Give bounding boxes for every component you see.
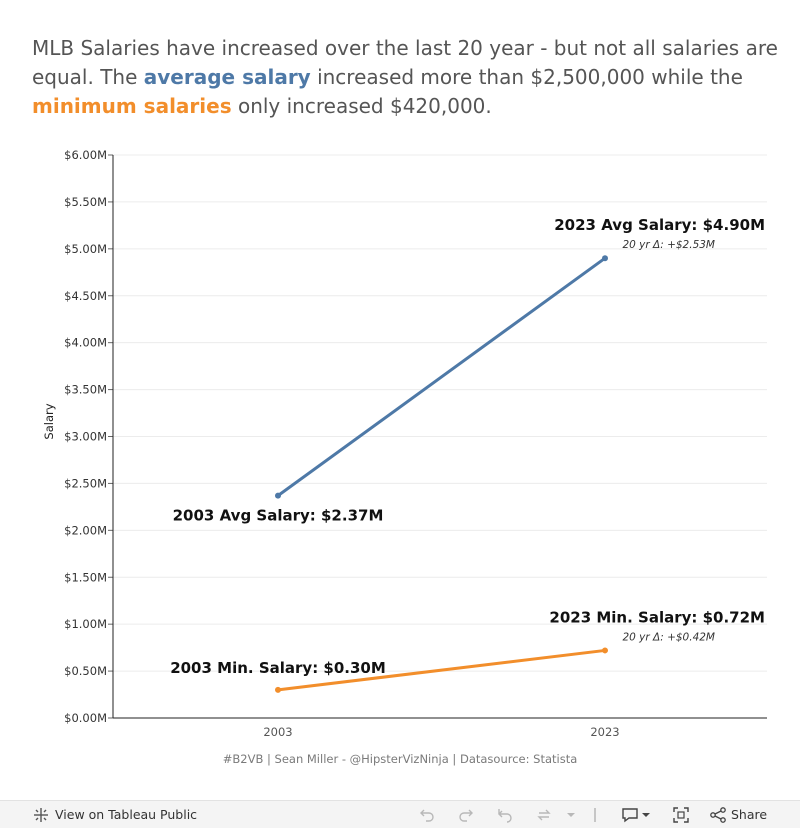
data-label-min-2023: 2023 Min. Salary: $0.72M bbox=[549, 608, 765, 626]
delta-label-avg: 20 yr Δ: +$2.53M bbox=[622, 239, 715, 251]
revert-icon[interactable] bbox=[496, 801, 514, 828]
y-tick-label: $3.00M bbox=[64, 430, 107, 444]
data-label-avg-2023: 2023 Avg Salary: $4.90M bbox=[554, 216, 765, 234]
series-line-min bbox=[276, 648, 607, 692]
redo-icon[interactable] bbox=[457, 801, 475, 828]
delta-label-min: 20 yr Δ: +$0.42M bbox=[622, 631, 715, 643]
y-tick-label: $0.00M bbox=[64, 711, 107, 725]
share-icon bbox=[710, 806, 726, 823]
data-point-avg-2023 bbox=[602, 255, 608, 262]
y-tick-label: $1.50M bbox=[64, 570, 107, 584]
toolbar-divider bbox=[594, 801, 596, 828]
data-point-avg-2003 bbox=[275, 492, 281, 499]
headline-part-1: MLB Salaries have increased over the las… bbox=[32, 36, 778, 89]
x-tick-label: 2003 bbox=[263, 725, 292, 739]
comment-icon[interactable] bbox=[621, 801, 639, 828]
share-label: Share bbox=[731, 807, 768, 822]
y-axis-title: Salary bbox=[42, 403, 56, 439]
view-on-tableau-public-button[interactable]: View on Tableau Public bbox=[33, 801, 197, 828]
chart-headline: MLB Salaries have increased over the las… bbox=[32, 34, 782, 121]
fullscreen-icon[interactable] bbox=[672, 801, 690, 828]
view-on-tableau-label: View on Tableau Public bbox=[55, 807, 198, 822]
headline-minimum-salaries: minimum salaries bbox=[32, 94, 232, 118]
comment-dropdown-chevron-icon[interactable] bbox=[641, 801, 651, 828]
data-label-min-2003: 2003 Min. Salary: $0.30M bbox=[170, 659, 386, 677]
y-tick-label: $4.00M bbox=[64, 336, 107, 350]
y-tick-label: $6.00M bbox=[64, 148, 107, 162]
data-point-min-2003 bbox=[275, 686, 281, 693]
tableau-logo-icon bbox=[33, 807, 49, 823]
y-tick-label: $5.50M bbox=[64, 195, 107, 209]
credit-line: #B2VB | Sean Miller - @HipsterVizNinja |… bbox=[222, 752, 578, 766]
y-tick-label: $0.50M bbox=[64, 664, 107, 678]
headline-part-3: only increased $420,000. bbox=[231, 94, 492, 118]
y-tick-label: $5.00M bbox=[64, 242, 107, 256]
data-point-min-2023 bbox=[602, 647, 608, 654]
tableau-toolbar: View on Tableau Public Share bbox=[0, 800, 800, 828]
y-tick-label: $3.50M bbox=[64, 383, 107, 397]
series-line-avg bbox=[276, 256, 607, 498]
y-tick-label: $2.50M bbox=[64, 476, 107, 490]
y-tick-label: $4.50M bbox=[64, 289, 107, 303]
salary-line-chart: $0.00M $0.50M $1.00M $1.50M $2.00M $2.50M $3.0… bbox=[42, 148, 767, 739]
headline-part-2: increased more than $2,500,000 while the bbox=[310, 65, 743, 89]
x-tick-label: 2023 bbox=[590, 725, 619, 739]
undo-icon[interactable] bbox=[418, 801, 436, 828]
share-button[interactable]: Share bbox=[710, 801, 767, 828]
refresh-icon[interactable] bbox=[535, 801, 553, 828]
y-tick-label: $2.00M bbox=[64, 523, 107, 537]
y-tick-label: $1.00M bbox=[64, 617, 107, 631]
refresh-dropdown-chevron-icon[interactable] bbox=[566, 801, 576, 828]
headline-average-salary: average salary bbox=[143, 65, 311, 89]
data-label-avg-2003: 2003 Avg Salary: $2.37M bbox=[173, 507, 384, 525]
